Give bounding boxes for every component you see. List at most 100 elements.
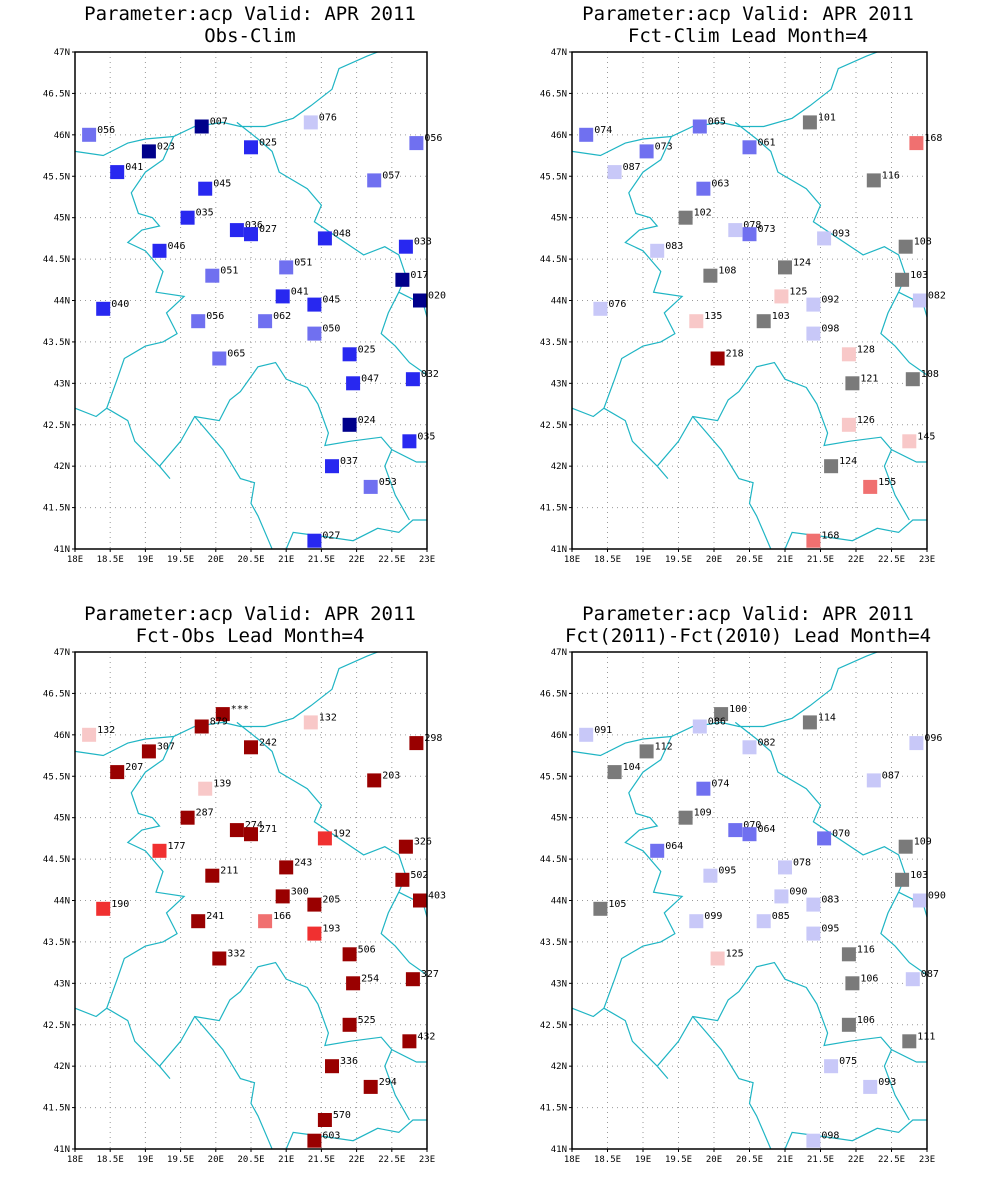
station-label: 307 <box>157 741 175 752</box>
lat-tick-label: 41N <box>551 545 567 555</box>
station-label: 057 <box>382 170 400 181</box>
station-marker <box>82 727 97 742</box>
station-marker <box>405 972 420 987</box>
station-marker <box>398 239 413 254</box>
lon-tick-label: 22.5E <box>878 1155 905 1165</box>
station-marker <box>279 260 294 275</box>
lat-tick-label: 41.5N <box>540 1104 567 1114</box>
station-marker <box>774 889 789 904</box>
station-marker <box>898 839 913 854</box>
lon-tick-label: 20E <box>208 1155 224 1165</box>
station-marker <box>866 173 881 188</box>
station-marker <box>802 115 817 130</box>
station-label: 056 <box>206 311 224 322</box>
station-label: 105 <box>608 899 626 910</box>
station-label: 108 <box>921 369 939 380</box>
station-label: 879 <box>210 717 228 728</box>
station-marker <box>742 227 757 242</box>
lat-tick-label: 42.5N <box>540 421 567 431</box>
lat-tick-label: 42N <box>551 1062 567 1072</box>
station-label: 087 <box>882 770 900 781</box>
station-marker <box>806 326 821 341</box>
station-label: 070 <box>743 820 761 831</box>
station-marker <box>398 839 413 854</box>
station-marker <box>141 144 156 159</box>
coastline <box>106 1007 171 1079</box>
station-label: 100 <box>729 704 747 715</box>
station-label: 076 <box>608 299 626 310</box>
lon-tick-label: 19E <box>635 1155 651 1165</box>
station-label: 300 <box>291 886 309 897</box>
station-label: 027 <box>259 224 277 235</box>
station-label: 086 <box>708 717 726 728</box>
lon-tick-label: 19E <box>137 1155 153 1165</box>
station-marker <box>742 740 757 755</box>
station-label: 070 <box>832 828 850 839</box>
lon-tick-label: 23E <box>419 555 435 565</box>
station-marker <box>902 434 917 449</box>
lat-tick-label: 42N <box>551 462 567 472</box>
coastline <box>380 891 428 976</box>
station-marker <box>756 914 771 929</box>
station-marker <box>579 127 594 142</box>
station-marker <box>307 926 322 941</box>
lat-tick-label: 43N <box>551 979 567 989</box>
station-label: 025 <box>259 137 277 148</box>
station-marker <box>909 136 924 151</box>
station-label: 254 <box>361 973 379 984</box>
station-marker <box>689 914 704 929</box>
station-label: 135 <box>704 311 722 322</box>
station-marker <box>678 810 693 825</box>
station-label: 155 <box>878 477 896 488</box>
coastline <box>285 1119 427 1150</box>
station-marker <box>824 1059 839 1074</box>
coastline <box>74 651 378 757</box>
station-label: 243 <box>294 857 312 868</box>
station-marker <box>593 901 608 916</box>
lat-tick-label: 47N <box>54 48 70 58</box>
lon-tick-label: 18.5E <box>97 1155 124 1165</box>
station-label: 106 <box>857 1015 875 1026</box>
station-label: 126 <box>857 415 875 426</box>
station-marker <box>279 860 294 875</box>
station-marker <box>325 1059 339 1074</box>
station-marker <box>346 376 361 391</box>
station-marker <box>303 715 318 730</box>
lon-tick-label: 19.5E <box>665 555 692 565</box>
lat-tick-label: 43.5N <box>540 938 567 948</box>
lon-tick-label: 18E <box>67 555 83 565</box>
station-label: 103 <box>910 270 928 281</box>
lon-tick-label: 21E <box>278 555 294 565</box>
station-label: 192 <box>333 828 351 839</box>
station-marker <box>212 351 227 366</box>
lon-tick-label: 21E <box>777 555 793 565</box>
station-label: 092 <box>821 295 839 306</box>
lat-tick-label: 46N <box>54 131 70 141</box>
station-marker <box>198 781 213 796</box>
station-label: 168 <box>821 531 839 542</box>
station-marker <box>806 297 821 312</box>
station-label: 083 <box>821 895 839 906</box>
station-label: 093 <box>878 1077 896 1088</box>
station-label: 050 <box>322 324 340 335</box>
station-label: 073 <box>655 141 673 152</box>
station-marker <box>110 165 125 180</box>
station-marker <box>342 417 357 432</box>
station-label: 075 <box>839 1056 857 1067</box>
station-label: 056 <box>424 133 442 144</box>
lon-tick-label: 23E <box>919 1155 935 1165</box>
station-label: 205 <box>322 895 340 906</box>
station-marker <box>317 1113 332 1127</box>
station-marker <box>756 314 771 329</box>
station-label: 051 <box>294 257 312 268</box>
station-label: 078 <box>793 857 811 868</box>
station-marker <box>244 227 258 242</box>
coastline <box>571 736 684 1018</box>
coastline <box>656 361 927 467</box>
station-label: 103 <box>772 311 790 322</box>
coastline <box>159 961 427 1067</box>
station-label: 139 <box>213 779 231 790</box>
lat-tick-label: 44N <box>54 297 70 307</box>
station-marker <box>678 210 693 225</box>
